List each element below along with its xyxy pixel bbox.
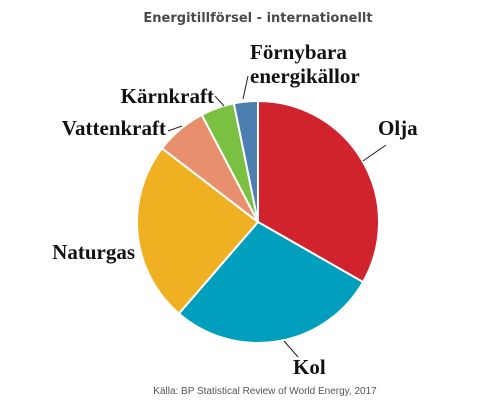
source: Källa: BP Statistical Review of World En…	[153, 386, 377, 397]
leader-line	[283, 340, 299, 358]
slice-label: Kol	[293, 355, 326, 379]
leader-line	[242, 75, 249, 100]
leader-line	[214, 95, 225, 107]
pie-slice	[136, 146, 260, 315]
leader-line	[167, 125, 183, 132]
pie-slice	[232, 99, 259, 223]
slice-label: Förnybara energikällor	[250, 40, 360, 88]
pie-slice	[177, 220, 365, 344]
leader-line	[362, 144, 387, 162]
pie-slice	[257, 99, 380, 284]
slice-label: Olja	[378, 116, 418, 140]
slice-label: Vattenkraft	[61, 116, 166, 140]
chart-title: Energitillförsel - internationellt	[143, 11, 372, 26]
slice-label: Naturgas	[52, 240, 135, 264]
slice-label: Kärnkraft	[120, 84, 214, 108]
